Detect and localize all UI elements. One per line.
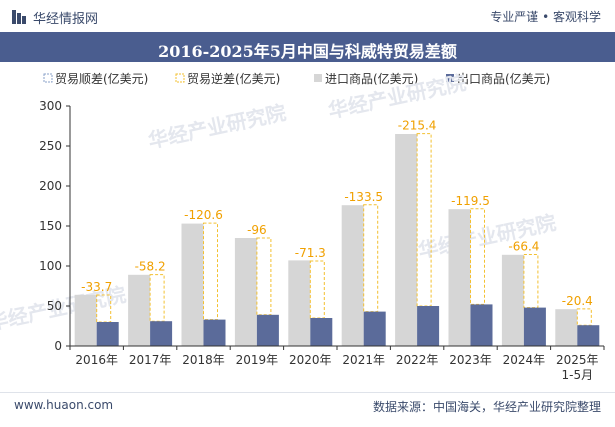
bar-import [341,205,364,346]
bar-layer: -33.7 -58.2 -120.6 -96 -71.3 -133.5 -215.4 -119… [74,119,600,346]
y-tick-label: 200 [39,179,62,193]
legend-swatch-export [446,74,454,82]
bar-export [417,306,440,346]
tagline: 专业严谨 • 客观科学 [490,10,601,24]
bar-deficit [523,253,539,309]
legend-swatch-deficit [175,73,185,83]
bar-data-label: -71.3 [295,246,326,260]
bar-import [501,254,524,346]
bar-import [181,223,204,346]
bar-export [577,325,600,346]
title-band [0,32,615,62]
bar-import [128,274,151,346]
legend-label: 出口商品(亿美元) [457,71,550,86]
chart-title: 2016-2025年5月中国与科威特贸易差额 [158,42,457,61]
x-axis: 2016年 2017年 2018年 2019年 2020年 2021年 2022年 2023年… [69,345,605,382]
watermark-text: 华经产业研究院 [416,210,558,263]
huajing-logo-icon [12,10,26,24]
x-tick-label: 2018年 [182,353,225,367]
bar-deficit [470,208,485,305]
y-axis: 0 50 100 150 200 250 300 [39,99,71,353]
bar-data-label: -58.2 [135,260,166,274]
x-tick-label: 2020年 [289,353,332,367]
bar-import [74,294,97,346]
x-tick-label: 2017年 [129,353,172,367]
footer-website: www.huaon.com [14,398,114,412]
bar-data-label: -66.4 [508,239,539,253]
bar-export [96,322,119,346]
y-tick-label: 0 [54,339,62,353]
x-tick-label: 2019年 [236,353,279,367]
bar-export [470,304,493,346]
chart-svg: 贸易顺差(亿美元) 贸易逆差(亿美元) 进口商品(亿美元) 出口商品(亿美元) 华经产… [0,70,605,382]
top-bar: 华经情报网 专业严谨 • 客观科学 [0,0,615,32]
bar-import [555,309,578,346]
bar-export [523,307,546,346]
bar-export [310,318,333,346]
bar-data-label: -215.4 [398,119,437,133]
y-tick-label: 100 [39,259,62,273]
y-tick-label: 250 [39,139,62,153]
legend-swatch-surplus [43,73,53,83]
bar-export [363,311,386,346]
legend-label: 进口商品(亿美元) [325,71,418,86]
x-tick-label: 2022年 [396,353,439,367]
x-tick-label: 2016年 [75,353,118,367]
x-tick-label: 2025年 1-5月 [556,353,599,382]
x-tick-label: 2021年 [342,353,385,367]
x-tick-label: 2023年 [449,353,492,367]
bar-import [288,260,311,346]
bar-import [448,209,471,346]
watermark-text: 华经产业研究院 [146,100,288,153]
bar-data-label: -96 [247,223,267,237]
bar-deficit [256,237,272,316]
bar-deficit [363,204,379,313]
x-tick-label: 2024年 [503,353,546,367]
y-tick-label: 300 [39,99,62,113]
bar-deficit [416,133,432,307]
bar-deficit [576,308,592,326]
chart-legend: 贸易顺差(亿美元) 贸易逆差(亿美元) 进口商品(亿美元) 出口商品(亿美元) [43,71,550,86]
footer-divider [0,392,615,393]
y-tick-label: 150 [39,219,62,233]
bar-deficit [149,274,165,322]
bar-export [150,321,173,346]
legend-label: 贸易顺差(亿美元) [55,71,148,86]
bar-data-label: -33.7 [81,280,112,294]
legend-label: 贸易逆差(亿美元) [187,71,280,86]
bar-export [256,314,279,346]
bar-data-label: -119.5 [451,194,490,208]
legend-swatch-import [314,74,322,82]
logo-text: 华经情报网 [33,12,99,27]
footer-source: 数据来源：中国海关，华经产业研究院整理 [372,400,601,414]
bar-data-label: -133.5 [344,190,383,204]
bar-import [395,134,418,346]
bar-deficit [309,260,325,319]
bar-data-label: -120.6 [184,208,223,222]
y-tick-label: 50 [47,299,62,313]
bar-export [203,319,226,346]
bar-import [234,238,257,346]
bar-data-label: -20.4 [562,294,593,308]
bar-deficit [203,222,218,321]
